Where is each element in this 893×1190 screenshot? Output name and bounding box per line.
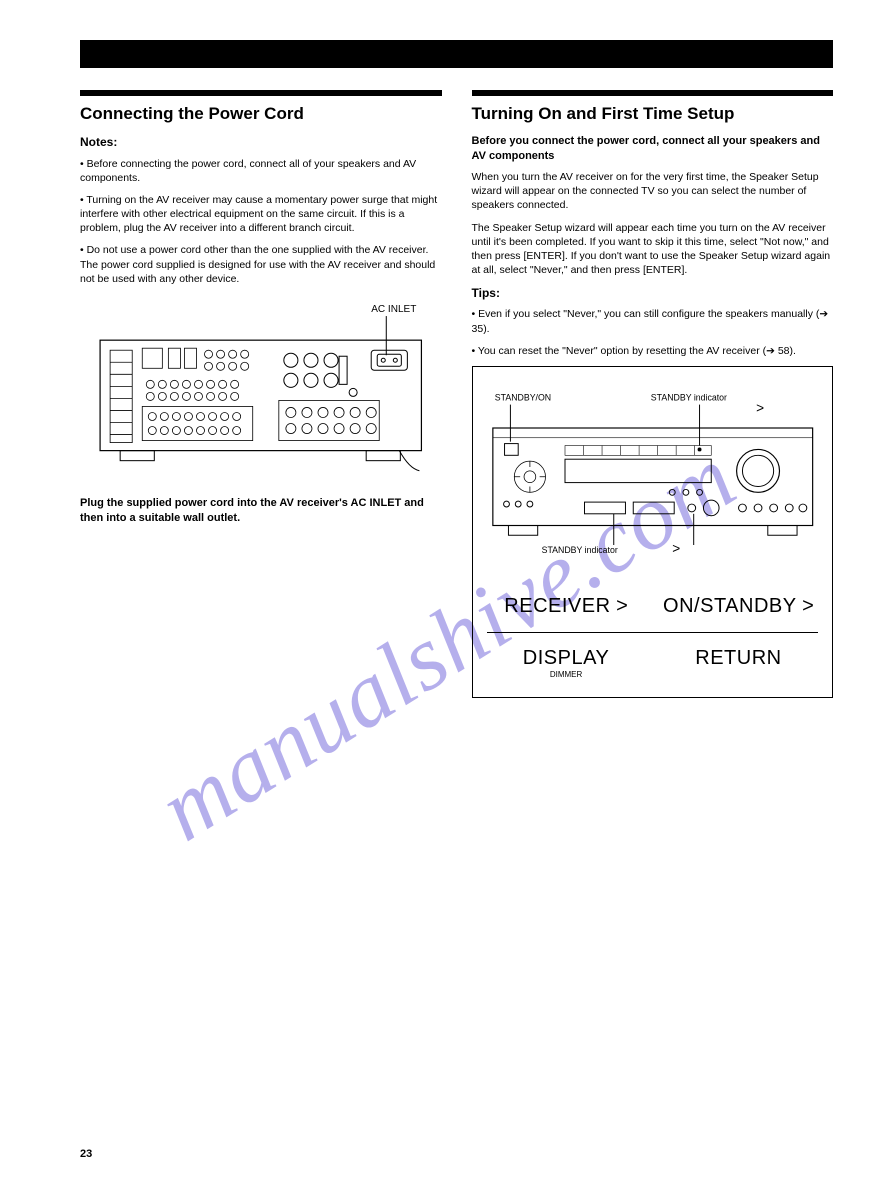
page-ref-icon: ➔ bbox=[819, 308, 828, 320]
remote-onstandby: ON/STANDBY > bbox=[659, 595, 818, 618]
rear-panel-illustration: AC INLET bbox=[80, 300, 442, 481]
top-banner bbox=[80, 40, 833, 68]
section-rule-left bbox=[80, 90, 442, 96]
content-columns: Connecting the Power Cord Notes: • Befor… bbox=[80, 90, 833, 698]
front-panel-illustration: STANDBY/ON STANDBY indicator > bbox=[487, 389, 819, 574]
standby-on-label: STANDBY/ON bbox=[494, 393, 550, 403]
note-2: • Turning on the AV receiver may cause a… bbox=[80, 193, 442, 236]
angle-icon: > bbox=[797, 595, 814, 617]
angle-bracket-1: > bbox=[756, 400, 764, 415]
right-title: Turning On and First Time Setup bbox=[472, 104, 834, 124]
remote-display: DISPLAY DIMMER bbox=[487, 647, 646, 679]
remote-row-1: RECEIVER > ON/STANDBY > bbox=[487, 595, 819, 618]
notes-heading: Notes: bbox=[80, 134, 442, 150]
tips-heading: Tips: bbox=[472, 285, 834, 301]
skip-para: The Speaker Setup wizard will appear eac… bbox=[472, 221, 834, 278]
note-1: • Before connecting the power cord, conn… bbox=[80, 157, 442, 185]
page: manualshive.com Connecting the Power Cor… bbox=[0, 0, 893, 1190]
angle-icon: > bbox=[611, 595, 628, 617]
standby-indicator-below: STANDBY indicator bbox=[541, 545, 617, 555]
frame-divider bbox=[487, 632, 819, 633]
left-title: Connecting the Power Cord bbox=[80, 104, 442, 124]
remote-receiver: RECEIVER > bbox=[487, 595, 646, 618]
controls-frame: STANDBY/ON STANDBY indicator > bbox=[472, 366, 834, 698]
ac-inlet-label: AC INLET bbox=[371, 304, 416, 315]
tip-1: • Even if you select "Never," you can st… bbox=[472, 307, 834, 335]
section-rule-right bbox=[472, 90, 834, 96]
angle-bracket-2: > bbox=[672, 541, 680, 556]
standby-indicator-label: STANDBY indicator bbox=[650, 393, 726, 403]
page-number: 23 bbox=[80, 1148, 92, 1160]
step-heading: Plug the supplied power cord into the AV… bbox=[80, 496, 442, 526]
right-column: Turning On and First Time Setup Before y… bbox=[472, 90, 834, 698]
startup-para: When you turn the AV receiver on for the… bbox=[472, 170, 834, 213]
remote-return: RETURN bbox=[659, 647, 818, 679]
note-3: • Do not use a power cord other than the… bbox=[80, 243, 442, 286]
tip-2: • You can reset the "Never" option by re… bbox=[472, 344, 834, 358]
remote-row-2: DISPLAY DIMMER RETURN bbox=[487, 647, 819, 679]
page-ref-icon: ➔ bbox=[766, 345, 775, 357]
right-subtitle: Before you connect the power cord, conne… bbox=[472, 134, 834, 164]
left-column: Connecting the Power Cord Notes: • Befor… bbox=[80, 90, 442, 698]
